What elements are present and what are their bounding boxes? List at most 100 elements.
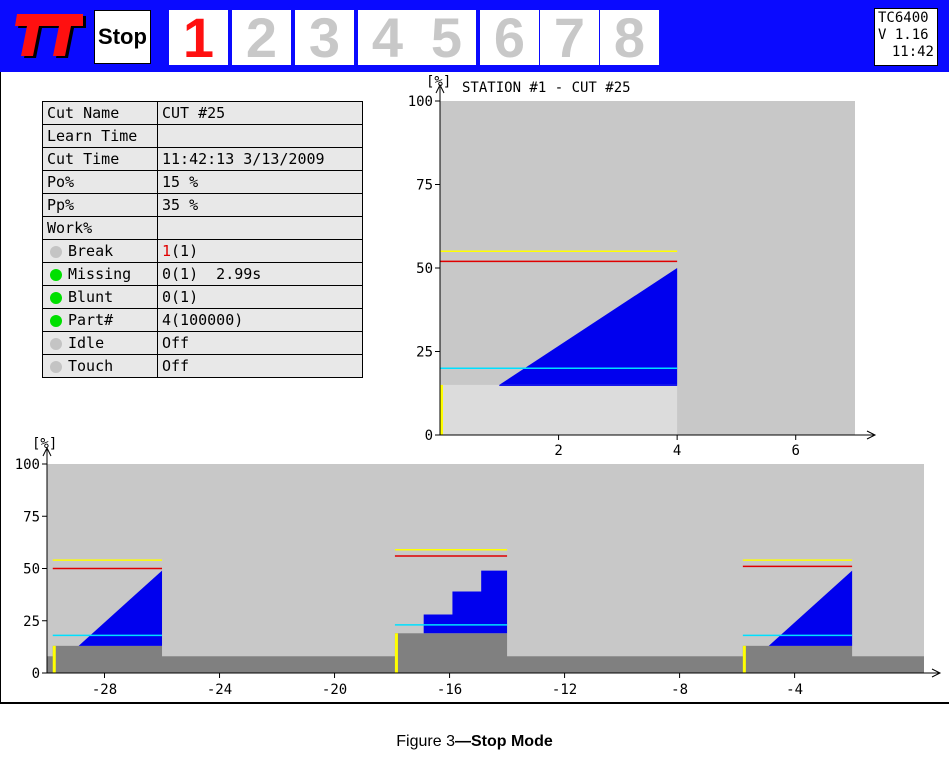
part-status-indicator xyxy=(50,314,62,327)
pp-label: Pp% xyxy=(42,193,158,217)
idle-value: Off xyxy=(157,331,363,355)
cut-history-chart: [%] 0 25 50 75 100 -28 -24 -20 -16 -12 -8 -4 xyxy=(15,436,942,698)
x-tick-label: -28 xyxy=(92,682,117,698)
idle-status-indicator xyxy=(50,337,62,350)
caption-prefix: Figure 3 xyxy=(396,733,455,750)
cut-3-power-curve xyxy=(768,570,853,646)
cut-1-base-area xyxy=(52,645,163,673)
x-tick-label: 2 xyxy=(554,443,562,459)
break-monitor[interactable]: Break xyxy=(42,239,158,263)
learn-time-value xyxy=(157,124,363,148)
y-tick-label: 25 xyxy=(416,345,433,361)
station-4-button[interactable]: 4 xyxy=(358,10,417,66)
station-1-button[interactable]: 1 xyxy=(169,10,228,66)
x-tick-label: -12 xyxy=(552,682,577,698)
y-axis-arrow xyxy=(42,446,52,457)
touch-monitor[interactable]: Touch xyxy=(42,354,158,378)
table-row: Learn Time xyxy=(42,124,363,148)
table-row: Cut Name CUT #25 xyxy=(42,101,363,125)
x-tick-label: -24 xyxy=(207,682,232,698)
po-value: 15 % xyxy=(157,170,363,194)
work-value xyxy=(157,216,363,240)
y-tick-label: 50 xyxy=(416,261,433,277)
y-tick-label: 50 xyxy=(23,562,40,578)
main-panel xyxy=(0,72,949,704)
station-8-button[interactable]: 8 xyxy=(600,10,659,66)
missing-value: 0(1) 2.99s xyxy=(157,262,363,286)
top-chart-title: STATION #1 - CUT #25 xyxy=(462,80,631,96)
cut-1-power-curve xyxy=(78,570,163,646)
cut-name-label: Cut Name xyxy=(42,101,158,125)
station-cut-chart: [%] STATION #1 - CUT #25 0 25 50 75 100 2 4 6 xyxy=(408,74,877,459)
missing-status-indicator xyxy=(50,268,62,281)
figure-caption: Figure 3—Stop Mode xyxy=(0,733,949,751)
base-level-area xyxy=(440,384,678,435)
table-row: Pp% 35 % xyxy=(42,193,363,217)
y-tick-label: 75 xyxy=(416,178,433,194)
power-base-edge xyxy=(499,384,678,386)
learn-time-label: Learn Time xyxy=(42,124,158,148)
break-value: (1) xyxy=(171,242,199,260)
break-label: Break xyxy=(68,242,114,260)
station-7-button[interactable]: 7 xyxy=(540,10,599,66)
y-tick-label: 0 xyxy=(32,666,40,682)
station-3-button[interactable]: 3 xyxy=(295,10,354,66)
x-tick-label: -4 xyxy=(786,682,803,698)
x-axis-arrow xyxy=(866,430,877,440)
table-row: Cut Time 11:42:13 3/13/2009 xyxy=(42,147,363,171)
cut-time-label: Cut Time xyxy=(42,147,158,171)
break-count: 1 xyxy=(162,242,172,260)
model-label: TC6400 xyxy=(878,10,929,26)
break-status-indicator xyxy=(50,245,62,258)
mode-stop-button[interactable]: Stop xyxy=(94,10,151,64)
blunt-monitor[interactable]: Blunt xyxy=(42,285,158,309)
caption-title: Stop Mode xyxy=(470,733,553,750)
part-value: 4(100000) xyxy=(157,308,363,332)
top-chart-ylabel: [%] xyxy=(426,74,451,90)
cut-3-start-marker xyxy=(742,645,746,673)
y-tick-label: 25 xyxy=(23,614,40,630)
cut-3-base-area xyxy=(742,645,853,673)
x-axis-arrow xyxy=(931,668,942,678)
part-monitor[interactable]: Part# xyxy=(42,308,158,332)
x-tick-label: -8 xyxy=(671,682,688,698)
blunt-label: Blunt xyxy=(68,288,114,306)
x-tick-label: 4 xyxy=(673,443,681,459)
y-tick-label: 100 xyxy=(15,457,40,473)
x-tick-label: 6 xyxy=(791,443,799,459)
cut-2-base-area xyxy=(394,633,508,673)
table-row: Missing 0(1) 2.99s xyxy=(42,262,363,286)
station-5-button[interactable]: 5 xyxy=(417,10,476,66)
y-tick-label: 100 xyxy=(408,94,433,110)
y-tick-label: 75 xyxy=(23,509,40,525)
table-row: Po% 15 % xyxy=(42,170,363,194)
table-row: Break 1(1) xyxy=(42,239,363,263)
table-row: Blunt 0(1) xyxy=(42,285,363,309)
cut-2-start-marker xyxy=(394,633,398,673)
idle-monitor[interactable]: Idle xyxy=(42,331,158,355)
cut-1-start-marker xyxy=(52,645,56,673)
station-2-button[interactable]: 2 xyxy=(232,10,291,66)
cut-name-value: CUT #25 xyxy=(157,101,363,125)
station-6-button[interactable]: 6 xyxy=(480,10,539,66)
y-axis-arrow xyxy=(435,83,445,94)
touch-status-indicator xyxy=(50,360,62,373)
caption-dash: — xyxy=(454,733,471,750)
cut-start-marker xyxy=(440,384,443,435)
missing-monitor[interactable]: Missing xyxy=(42,262,158,286)
work-label: Work% xyxy=(42,216,158,240)
bottom-chart-ylabel: [%] xyxy=(32,436,57,452)
table-row: Work% xyxy=(42,216,363,240)
clock-label: 11:42 xyxy=(891,44,934,60)
idle-label: Idle xyxy=(68,334,105,352)
touch-label: Touch xyxy=(68,357,114,375)
blunt-status-indicator xyxy=(50,291,62,304)
part-label: Part# xyxy=(68,311,114,329)
y-tick-label: 0 xyxy=(425,428,433,444)
table-row: Part# 4(100000) xyxy=(42,308,363,332)
table-row: Touch Off xyxy=(42,354,363,378)
pp-value: 35 % xyxy=(157,193,363,217)
cut-info-table: Cut Name CUT #25 Learn Time Cut Time 11:42… xyxy=(42,101,363,378)
blunt-value: 0(1) xyxy=(157,285,363,309)
tt-logo-icon xyxy=(15,14,86,58)
